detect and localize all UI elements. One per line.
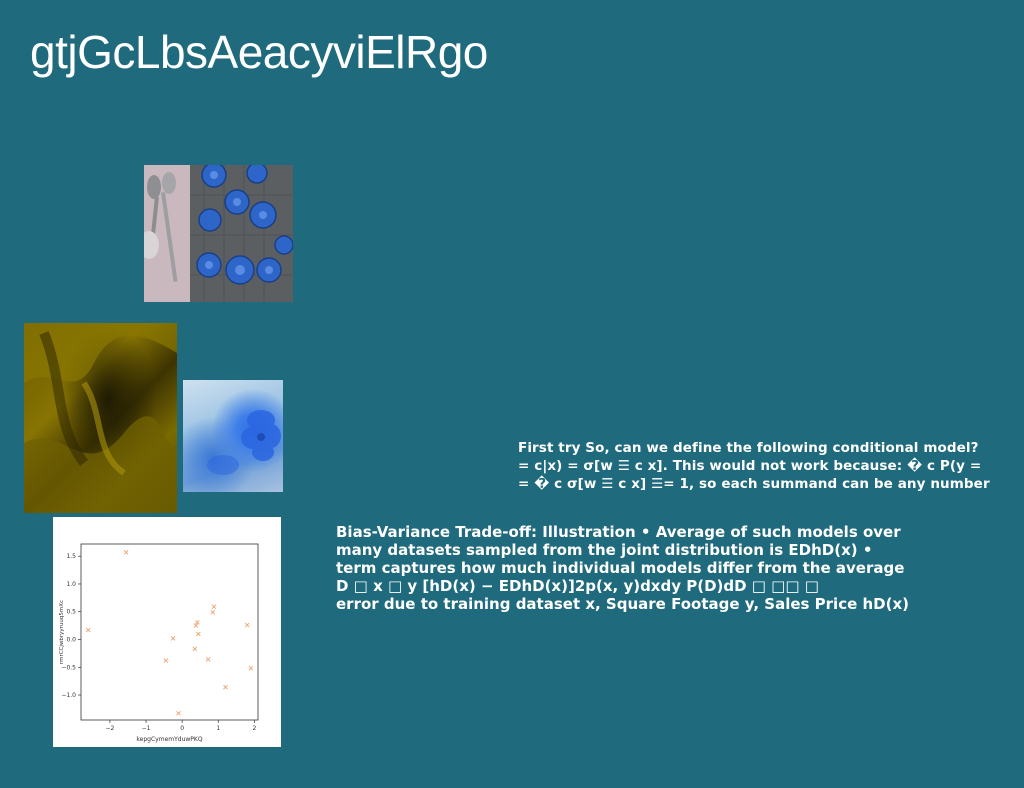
data-point xyxy=(211,604,217,610)
bias-variance-text: Bias-Variance Trade-off: Illustration • … xyxy=(336,523,976,613)
y-tick-label: 0.5 xyxy=(66,609,76,616)
text-line: Bias-Variance Trade-off: Illustration • … xyxy=(336,523,901,541)
y-tick-label: −1.0 xyxy=(61,692,76,699)
plot-area xyxy=(80,543,259,721)
y-axis-label: rmrCCjwbryyruuq5mXc xyxy=(59,600,65,664)
data-point xyxy=(223,684,228,690)
data-point xyxy=(163,658,169,663)
x-axis-label: kepgCymemYduwPKQ xyxy=(136,736,202,743)
x-tick-label: 2 xyxy=(252,725,256,732)
text-line: First try So, can we define the followin… xyxy=(518,440,979,456)
spoons-ornaments-illustration xyxy=(144,165,293,302)
blue-flower-photo xyxy=(183,380,283,492)
scatter-plot: −2 −1 0 1 2 1.5 1.0 0.5 0.0 −0.5 −1.0 kepgCymemYd… xyxy=(53,517,281,747)
data-point xyxy=(192,646,198,652)
x-tick-label: 0 xyxy=(180,725,184,732)
data-point xyxy=(196,631,201,637)
y-tick-label: −0.5 xyxy=(61,664,76,671)
data-point xyxy=(170,636,176,641)
data-point xyxy=(205,657,211,662)
text-line: error due to training dataset x, Square … xyxy=(336,595,910,613)
x-tick-label: −2 xyxy=(105,725,114,732)
text-line: = � c σ[w ☰ c x] ☰= 1, so each summand c… xyxy=(518,476,990,492)
x-tick-label: 1 xyxy=(216,725,220,732)
data-point xyxy=(176,711,181,716)
data-point xyxy=(248,666,254,671)
text-line: many datasets sampled from the joint dis… xyxy=(336,541,873,559)
page-title: gtjGcLbsAeacyviElRgo xyxy=(30,26,488,78)
text-line: D □ x □ y [hD(x) − EDhD(x)]2p(x, y)dxdy … xyxy=(336,577,819,595)
drapery-illustration xyxy=(24,323,177,513)
flower-illustration xyxy=(207,410,281,475)
data-point xyxy=(210,609,216,615)
y-tick-label: 1.5 xyxy=(66,553,76,560)
golden-drapery-photo xyxy=(24,323,177,513)
conditional-model-text: First try So, can we define the followin… xyxy=(518,439,1018,493)
x-tick-label: −1 xyxy=(142,725,151,732)
data-point xyxy=(85,627,91,633)
data-point xyxy=(244,622,250,628)
data-point xyxy=(194,619,200,625)
data-point xyxy=(123,550,129,555)
spoons-ornaments-photo xyxy=(144,165,293,302)
text-line: term captures how much individual models… xyxy=(336,559,905,577)
scatter-plot-svg: −2 −1 0 1 2 1.5 1.0 0.5 0.0 −0.5 −1.0 kepgCymemYd… xyxy=(59,543,259,743)
text-line: = c|x) = σ[w ☰ c x]. This would not work… xyxy=(518,458,982,474)
data-point xyxy=(193,623,199,628)
y-tick-label: 1.0 xyxy=(66,581,76,588)
y-tick-label: 0.0 xyxy=(66,636,76,643)
